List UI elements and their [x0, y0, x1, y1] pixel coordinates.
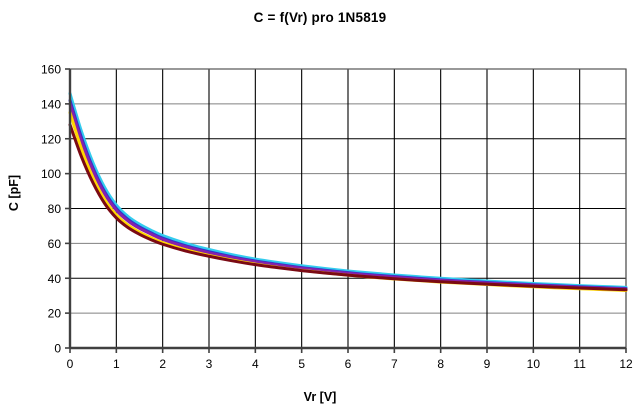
y-tick-label: 100	[41, 167, 61, 181]
series-line-sample-5	[68, 123, 628, 292]
x-tick-label: 6	[345, 357, 352, 371]
y-tick-label: 60	[48, 237, 62, 251]
x-tick-label: 7	[391, 357, 398, 371]
x-axis-label: Vr [V]	[303, 390, 337, 404]
x-tick-label: 5	[298, 357, 305, 371]
y-tick-label: 80	[48, 202, 62, 216]
x-tick-label: 9	[484, 357, 491, 371]
x-tick-label: 10	[527, 357, 541, 371]
x-tick-label: 4	[252, 357, 259, 371]
y-tick-label: 20	[48, 307, 62, 321]
x-tick-label: 8	[437, 357, 444, 371]
y-axis-label: C [pF]	[7, 174, 21, 212]
x-tick-label: 2	[159, 357, 166, 371]
chart-title: C = f(Vr) pro 1N5819	[253, 10, 387, 25]
y-tick-label: 0	[54, 342, 61, 356]
y-tick-label: 40	[48, 272, 62, 286]
y-tick-label: 140	[41, 97, 61, 111]
x-tick-label: 1	[113, 357, 120, 371]
x-tick-label: 12	[619, 357, 633, 371]
y-tick-label: 160	[41, 63, 61, 77]
x-tick-label: 3	[206, 357, 213, 371]
y-tick-label: 120	[41, 132, 61, 146]
x-tick-label: 0	[67, 357, 74, 371]
x-tick-label: 11	[573, 357, 586, 371]
